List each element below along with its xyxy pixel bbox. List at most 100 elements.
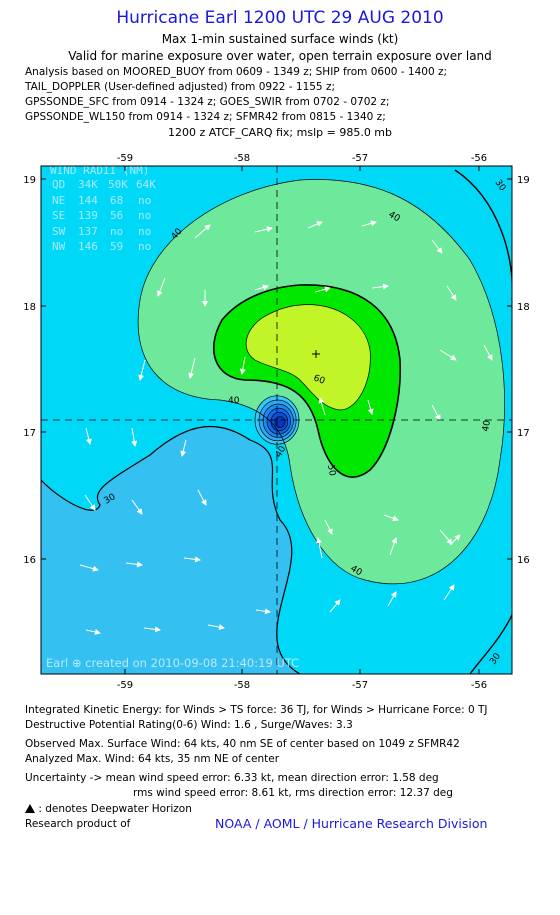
wind-vector-arrow [197, 489, 207, 506]
contour-label: 40 [228, 396, 240, 406]
wind-vector-arrow [439, 529, 453, 545]
wind-contour-field: WIND RADII (NM) QD 34K 50K 64K NE 144 68… [41, 164, 512, 678]
analysis-line: GPSSONDE_SFC from 0914 - 1324 z; GOES_SW… [25, 96, 390, 108]
wind-radii-header-64k: 64K [136, 178, 156, 191]
lon-label-top: -59 [117, 153, 133, 164]
wind-radii-cell: 56 [110, 209, 123, 222]
contour-line-outer-30kt [454, 169, 512, 300]
wind-vector-arrow [316, 537, 323, 559]
wind-vector-arrow [90, 675, 104, 678]
wind-vector-arrow [254, 226, 273, 233]
wind-vector-arrow [143, 626, 161, 633]
wind-vector-arrow [125, 561, 143, 568]
dpr-line: Destructive Potential Rating(0-6) Wind: … [25, 719, 353, 731]
wind-vector-arrow [188, 357, 196, 379]
wind-vector-arrow [367, 399, 374, 415]
wind-vector-arrow [314, 286, 331, 293]
lat-label-right: 17 [517, 428, 530, 439]
wind-vector-arrow [84, 494, 96, 511]
lon-label-top: -56 [471, 153, 487, 164]
wind-radii-cell: 146 [78, 240, 98, 253]
page-title: Hurricane Earl 1200 UTC 29 AUG 2010 [116, 8, 444, 28]
analysis-line: GPSSONDE_WL150 from 0914 - 1324 z; SFMR4… [25, 111, 386, 123]
wind-vector-arrow [324, 519, 333, 535]
contour-label: 50 [325, 464, 337, 477]
hrd-org-link[interactable]: NOAA / AOML / Hurricane Research Divisio… [215, 816, 488, 831]
lat-label-left: 16 [23, 555, 36, 566]
map-frame [40, 165, 513, 675]
research-product-label: Research product of [25, 818, 131, 830]
wind-radii-title: WIND RADII (NM) [50, 164, 149, 177]
wind-vector-arrow [85, 629, 101, 635]
wind-vector-arrow [207, 624, 225, 631]
wind-vector-arrow [138, 359, 146, 381]
center-ring [274, 416, 286, 428]
lat-label-left: 18 [23, 302, 36, 313]
lat-label-left: 17 [23, 428, 36, 439]
wind-radii-cell: no [110, 225, 123, 238]
wind-radii-header-qd: QD [52, 178, 65, 191]
wind-vector-arrow [371, 283, 389, 290]
wind-vector-arrow [194, 224, 211, 239]
contour-band-60kt-core [279, 327, 345, 383]
wind-vector-arrow [383, 514, 399, 522]
deepwater-legend: : denotes Deepwater Horizon [25, 803, 192, 815]
wind-radii-cell: SW [52, 225, 66, 238]
wind-vector-arrow [318, 397, 326, 416]
wind-vectors [79, 220, 493, 678]
wind-field-map: WIND RADII (NM) QD 34K 50K 64K NE 144 68… [23, 153, 530, 691]
analysis-line: TAIL_DOPPLER (User-defined adjusted) fro… [25, 81, 335, 93]
deepwater-horizon-icon [25, 804, 35, 813]
wind-vector-arrow [446, 285, 457, 301]
wind-vector-arrow [180, 439, 187, 457]
wind-vector-arrow [255, 608, 271, 615]
wind-radii-header-34k: 34K [78, 178, 98, 191]
rms-error-line: rms wind speed error: 8.61 kt, rms direc… [133, 787, 453, 799]
wind-vector-arrow [449, 534, 461, 546]
creation-credit: Earl ⊕ created on 2010-09-08 21:40:19 UT… [46, 656, 299, 670]
contour-line-50kt [213, 284, 402, 478]
wind-vector-arrow [439, 349, 457, 361]
wind-vector-arrow [254, 284, 269, 291]
wind-radii-cell: no [138, 194, 151, 207]
wind-radii-cell: 68 [110, 194, 123, 207]
map-subtitle: Max 1-min sustained surface winds (kt) [161, 32, 399, 46]
lon-label-top: -58 [234, 153, 250, 164]
observed-max-line: Observed Max. Surface Wind: 64 kts, 40 n… [25, 738, 460, 750]
wind-vector-arrow [183, 556, 201, 563]
map-ticks [41, 166, 512, 674]
wind-radii-cell: 59 [110, 240, 123, 253]
wind-vector-arrow [431, 239, 443, 254]
wind-vector-arrow [239, 356, 246, 375]
wind-vector-arrow [483, 344, 493, 361]
wind-radii-cell: SE [52, 209, 65, 222]
lat-label-right: 16 [517, 555, 530, 566]
wind-vector-arrow [131, 499, 143, 515]
wind-radii-cell: NW [52, 240, 66, 253]
max-wind-marker [312, 350, 320, 358]
validity-note: Valid for marine exposure over water, op… [68, 49, 492, 63]
wind-vector-arrow [85, 427, 92, 445]
wind-vector-arrow [443, 584, 455, 601]
wind-vector-arrow [431, 404, 441, 421]
lat-label-left: 19 [23, 175, 36, 186]
wind-vector-arrow [307, 221, 323, 229]
wind-vector-arrow [79, 564, 99, 572]
fix-line: 1200 z ATCF_CARQ fix; mslp = 985.0 mb [167, 126, 393, 139]
lon-label-bottom: -57 [352, 680, 368, 691]
wind-radii-cell: no [138, 209, 151, 222]
wind-vector-arrow [361, 220, 377, 227]
wind-radii-cell: 137 [78, 225, 98, 238]
contour-line-60kt [245, 304, 371, 411]
wind-vector-arrow [329, 599, 341, 613]
lon-label-bottom: -58 [234, 680, 250, 691]
wind-radii-cell: NE [52, 194, 65, 207]
contour-label: 40 [481, 419, 493, 432]
uncertainty-line: Uncertainty -> mean wind speed error: 6.… [25, 772, 439, 784]
analysis-line: Analysis based on MOORED_BUOY from 0609 … [25, 66, 448, 78]
lon-label-bottom: -56 [471, 680, 487, 691]
wind-radii-table: WIND RADII (NM) QD 34K 50K 64K NE 144 68… [50, 164, 156, 253]
wind-vector-arrow [389, 537, 398, 556]
wind-radii-cell: no [138, 225, 151, 238]
wind-radii-header-50k: 50K [108, 178, 128, 191]
